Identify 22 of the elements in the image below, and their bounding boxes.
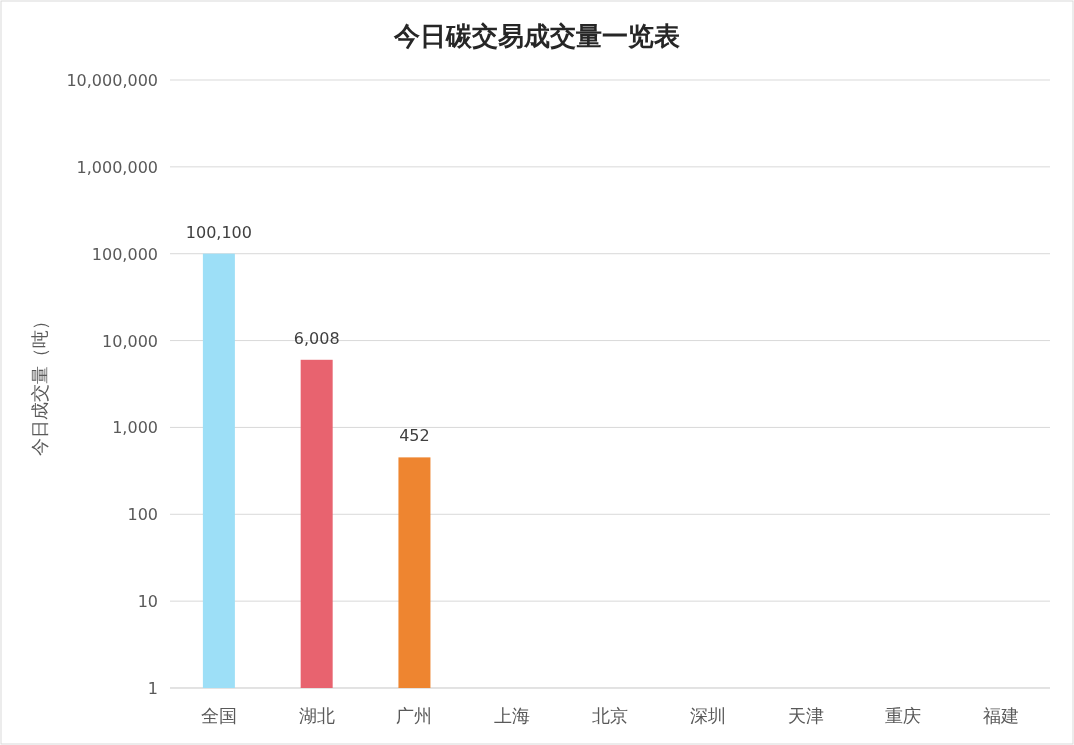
- y-tick-label: 1: [147, 679, 158, 698]
- x-tick-label: 广州: [396, 705, 433, 726]
- data-label: 6,008: [293, 328, 340, 348]
- y-tick-label: 1,000: [112, 418, 158, 438]
- y-tick-label: 1,000,000: [76, 157, 158, 177]
- x-tick-label: 北京: [592, 705, 628, 726]
- y-axis-title: 今日成交量（吨）: [29, 312, 50, 456]
- y-tick-label: 10,000,000: [66, 71, 158, 90]
- x-tick-label: 上海: [494, 705, 531, 726]
- x-tick-label: 深圳: [689, 705, 726, 726]
- x-tick-label: 重庆: [885, 705, 922, 726]
- data-label: 100,100: [185, 222, 252, 242]
- x-tick-label: 湖北: [298, 705, 335, 726]
- y-tick-label: 100: [127, 505, 158, 525]
- y-tick-label: 10: [137, 592, 158, 612]
- y-tick-label: 10,000: [102, 331, 158, 351]
- x-tick-label: 福建: [983, 705, 1020, 726]
- chart-title: 今日碳交易成交量一览表: [393, 21, 680, 51]
- x-tick-label: 全国: [200, 705, 237, 726]
- data-label: 452: [399, 426, 430, 446]
- y-tick-label: 100,000: [91, 244, 158, 264]
- x-tick-label: 天津: [787, 705, 824, 726]
